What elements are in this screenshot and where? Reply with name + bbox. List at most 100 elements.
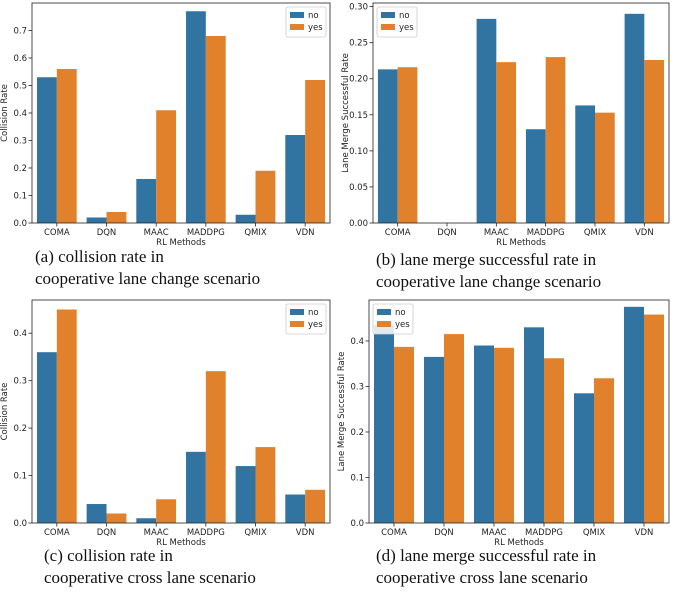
bar-yes-qmix: [595, 112, 615, 223]
x-tick-label: DQN: [437, 228, 457, 238]
y-tick-label: 0.0: [13, 519, 27, 529]
x-axis-title: RL Methods: [156, 238, 206, 248]
bar-no-maddpg: [524, 327, 544, 523]
legend-swatch-yes: [377, 321, 391, 327]
legend-label-yes: yes: [399, 23, 414, 33]
y-tick-label: 0.00: [349, 219, 368, 229]
x-tick-label: QMIX: [584, 228, 607, 238]
bar-yes-coma: [394, 346, 414, 523]
y-tick-label: 0.4: [350, 337, 364, 347]
bar-yes-qmix: [255, 170, 276, 223]
figure-caption: cooperative cross lane scenario: [44, 568, 256, 587]
y-tick-label: 0.4: [13, 109, 27, 119]
y-tick-label: 0.3: [13, 137, 27, 147]
x-tick-label: COMA: [385, 228, 411, 238]
y-axis-title: Lane Merge Successful Rate: [337, 352, 347, 472]
x-tick-label: MADDPG: [187, 528, 225, 538]
legend-swatch-yes: [290, 321, 304, 327]
y-tick-label: 0.6: [13, 54, 27, 64]
bar-yes-maddpg: [545, 57, 566, 223]
x-tick-label: MADDPG: [525, 528, 563, 538]
bar-yes-maddpg: [544, 358, 564, 523]
figure-caption: (a) collision rate in: [35, 247, 164, 266]
x-axis-title: RL Methods: [496, 238, 546, 248]
bar-no-dqn: [86, 504, 107, 523]
x-tick-label: MADDPG: [527, 228, 565, 238]
y-tick-label: 0.25: [349, 39, 368, 49]
bar-no-vdn: [624, 13, 645, 223]
bar-no-maac: [476, 18, 497, 224]
y-tick-label: 0.3: [350, 382, 364, 392]
bar-no-qmix: [235, 466, 256, 523]
figure-caption: (c) collision rate in: [44, 546, 173, 565]
plot-frame: [372, 2, 670, 224]
legend-swatch-no: [290, 309, 304, 315]
chart-panel-4: 0.0 0.1 0.2 0.3 0.4 COMA DQN MAAC MADDPG QMIX VDN R…: [337, 299, 670, 587]
figure-caption: (d) lane merge successful rate in: [376, 546, 597, 565]
y-tick-label: 0.7: [13, 27, 27, 37]
bar-yes-maac: [496, 62, 517, 224]
y-tick-label: 0.0: [13, 219, 27, 229]
y-axis-title: Collision Rate: [0, 84, 10, 142]
legend: no yes: [285, 6, 327, 38]
x-tick-label: VDN: [296, 228, 315, 238]
bar-yes-vdn: [305, 489, 326, 523]
y-tick-label: 0.2: [350, 428, 364, 438]
bar-yes-qmix: [594, 378, 614, 523]
bar-no-maac: [136, 179, 157, 223]
legend-swatch-no: [377, 309, 391, 315]
x-tick-label: MAAC: [482, 528, 507, 538]
bar-no-qmix: [574, 393, 594, 523]
bar-yes-vdn: [644, 314, 664, 523]
legend-label-no: no: [308, 308, 319, 318]
bar-yes-vdn: [644, 59, 665, 224]
bar-yes-maddpg: [205, 36, 226, 223]
bar-no-coma: [377, 69, 398, 223]
x-tick-label: MAAC: [484, 228, 509, 238]
x-tick-label: QMIX: [244, 528, 267, 538]
x-tick-label: QMIX: [244, 228, 267, 238]
bar-yes-coma: [397, 67, 418, 223]
figure-caption: cooperative cross lane scenario: [376, 568, 588, 587]
bar-no-vdn: [285, 494, 306, 523]
bar-no-dqn: [424, 356, 444, 523]
y-tick-label: 0.05: [349, 183, 368, 193]
x-tick-label: MAAC: [144, 528, 169, 538]
y-axis-title: Lane Merge Successful Rate: [341, 53, 351, 173]
bar-yes-maac: [156, 110, 177, 223]
chart-panel-2: 0.00 0.05 0.10 0.15 0.20 0.25 0.30 COMA DQN MAAC M…: [341, 2, 670, 291]
bar-yes-maddpg: [205, 371, 226, 523]
legend: no yes: [376, 6, 418, 38]
bar-yes-dqn: [106, 212, 127, 223]
figure-caption: cooperative lane change scenario: [376, 272, 601, 291]
legend-label-no: no: [308, 11, 319, 21]
y-tick-label: 0.1: [350, 473, 364, 483]
bar-no-coma: [36, 352, 57, 523]
figure-caption: cooperative lane change scenario: [35, 269, 260, 288]
x-axis-title: RL Methods: [156, 538, 206, 548]
bar-no-vdn: [285, 135, 306, 223]
bar-no-maddpg: [185, 11, 206, 223]
legend-swatch-yes: [381, 24, 395, 30]
bar-yes-maac: [156, 499, 177, 523]
y-tick-label: 0.15: [349, 111, 368, 121]
x-tick-label: VDN: [635, 528, 654, 538]
bar-yes-dqn: [444, 334, 464, 523]
bar-yes-qmix: [255, 447, 276, 523]
bar-no-coma: [374, 325, 394, 523]
y-axis-title: Collision Rate: [0, 383, 10, 441]
x-tick-label: DQN: [97, 528, 117, 538]
x-tick-label: DQN: [434, 528, 454, 538]
legend-label-no: no: [399, 11, 410, 21]
x-tick-label: COMA: [381, 528, 407, 538]
chart-panel-3: 0.0 0.1 0.2 0.3 0.4 COMA DQN MAAC MADDPG QMIX VDN R…: [0, 299, 331, 587]
x-tick-label: VDN: [635, 228, 654, 238]
x-axis-title: RL Methods: [494, 538, 544, 548]
y-tick-label: 0.2: [13, 164, 27, 174]
y-tick-label: 0.1: [13, 472, 27, 482]
bar-no-maac: [474, 345, 494, 523]
y-tick-label: 0.2: [13, 424, 27, 434]
y-tick-label: 0.1: [13, 192, 27, 202]
x-tick-label: MAAC: [144, 228, 169, 238]
